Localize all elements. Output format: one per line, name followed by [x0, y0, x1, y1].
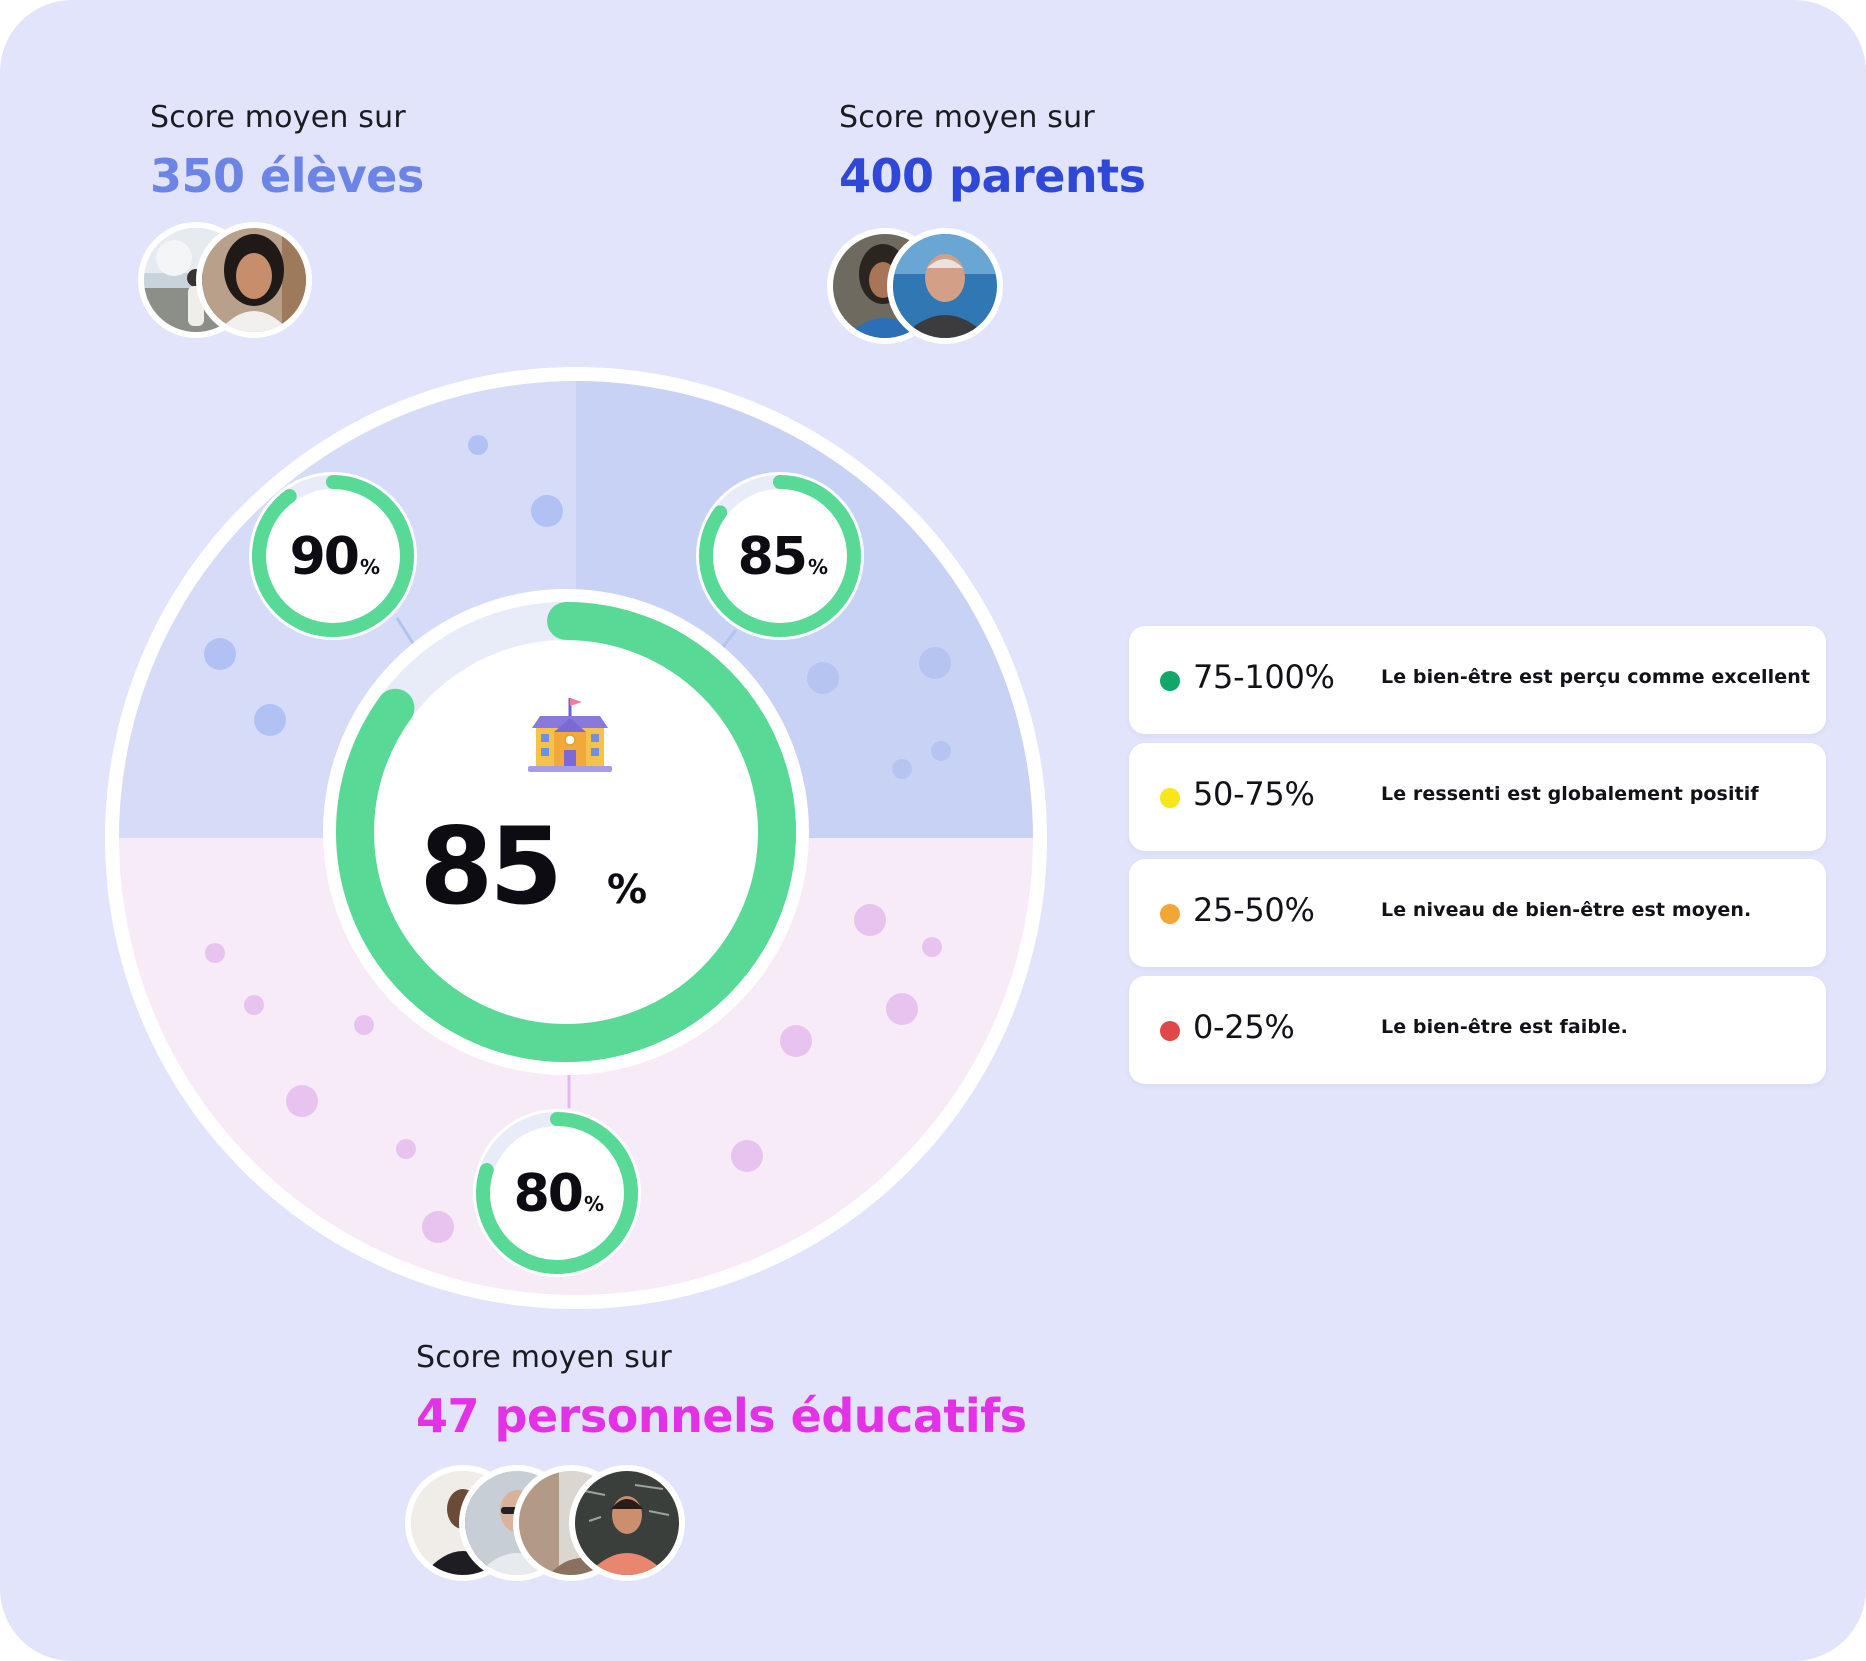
status-dot: [1160, 1021, 1180, 1041]
overall-score-value: 85: [419, 805, 559, 928]
parents-score-value: 85: [738, 527, 806, 587]
school-building-icon: [528, 698, 612, 772]
legend-range: 25-50%: [1193, 891, 1315, 929]
status-dot: [1160, 788, 1180, 808]
students-label: Score moyen sur 350 élèves: [150, 100, 424, 203]
legend-range: 75-100%: [1193, 658, 1335, 696]
parents-count: 400 parents: [839, 149, 1146, 203]
staff-label: Score moyen sur 47 personnels éducatifs: [416, 1340, 1027, 1443]
students-count: 350 élèves: [150, 149, 424, 203]
legend-description: Le bien-être est faible.: [1381, 1016, 1628, 1038]
staff-score-unit: %: [584, 1192, 604, 1216]
parents-caption: Score moyen sur: [839, 100, 1095, 135]
students-avatars: [138, 222, 318, 338]
staff-count: 47 personnels éducatifs: [416, 1389, 1027, 1443]
staff-caption: Score moyen sur: [416, 1340, 672, 1375]
legend-description: Le niveau de bien-être est moyen.: [1381, 899, 1752, 921]
legend-description: Le ressenti est globalement positif: [1381, 783, 1759, 805]
center-gauge-progress: [336, 602, 796, 1062]
overall-score-unit: %: [607, 867, 647, 913]
legend-item-excellent: 75-100% Le bien-être est perçu comme exc…: [1129, 626, 1826, 734]
staff-avatars: [405, 1465, 695, 1581]
students-score-value: 90: [290, 527, 358, 587]
avatar: [887, 228, 1003, 344]
students-score-unit: %: [360, 555, 380, 579]
students-connector: [395, 617, 418, 649]
legend-item-low: 0-25% Le bien-être est faible.: [1129, 976, 1826, 1084]
center-gauge-background: [323, 589, 809, 1075]
parents-score-unit: %: [808, 555, 828, 579]
students-caption: Score moyen sur: [150, 100, 406, 135]
status-dot: [1160, 671, 1180, 691]
parents-avatars: [827, 228, 1007, 344]
parents-score-gauge: 85 %: [696, 472, 864, 640]
legend-range: 0-25%: [1193, 1008, 1295, 1046]
parents-label: Score moyen sur 400 parents: [839, 100, 1146, 203]
legend-item-average: 25-50% Le niveau de bien-être est moyen.: [1129, 859, 1826, 967]
parents-connector: [720, 629, 738, 649]
decorative-bubbles: [204, 435, 951, 1243]
avatar: [569, 1465, 685, 1581]
staff-score-value: 80: [514, 1164, 582, 1224]
legend-description: Le bien-être est perçu comme excellent: [1381, 666, 1811, 688]
staff-score-gauge: 80 %: [473, 1109, 641, 1277]
legend-item-positive: 50-75% Le ressenti est globalement posit…: [1129, 743, 1826, 851]
students-score-gauge: 90 %: [249, 472, 417, 640]
legend-range: 50-75%: [1193, 775, 1315, 813]
status-dot: [1160, 904, 1180, 924]
avatar: [196, 222, 312, 338]
